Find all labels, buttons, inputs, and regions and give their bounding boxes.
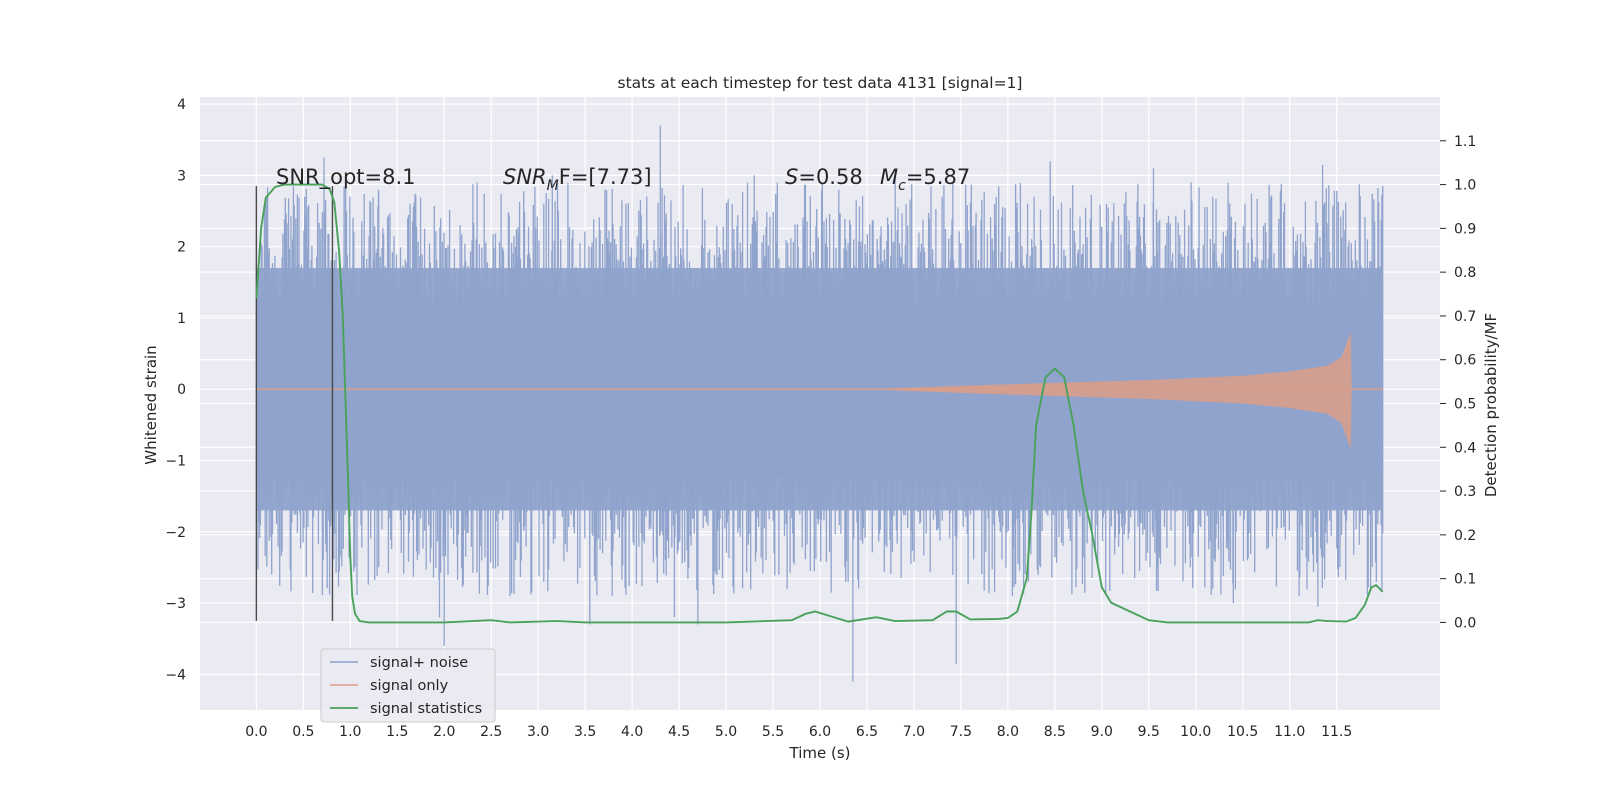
y-right-axis-ticks: 1.1 1.0 0.9 0.8 0.7 0.6 0.5 0.4 0.3 0.2 0.1 0.0 bbox=[1440, 134, 1476, 631]
y-right-tick-label: 0.1 bbox=[1454, 572, 1476, 588]
y-left-tick-label: 3 bbox=[177, 168, 186, 184]
x-tick-label: 1.5 bbox=[386, 724, 408, 740]
y-right-tick-label: 1.0 bbox=[1454, 178, 1476, 194]
signal-only-series bbox=[256, 332, 1383, 450]
y-left-tick-label: −1 bbox=[165, 454, 186, 470]
y-left-tick-label: −2 bbox=[165, 525, 186, 541]
x-tick-label: 10.5 bbox=[1227, 724, 1258, 740]
annotation-mc-sub: c bbox=[898, 178, 906, 194]
y-left-tick-label: −3 bbox=[165, 596, 186, 612]
x-tick-label: 8.5 bbox=[1044, 724, 1066, 740]
annotation-snr-mf-rest: F=[7.73] bbox=[559, 165, 652, 189]
x-tick-label: 10.0 bbox=[1180, 724, 1211, 740]
legend-label-stats: signal statistics bbox=[370, 701, 482, 717]
y-right-tick-label: 0.0 bbox=[1454, 615, 1476, 631]
x-tick-label: 5.5 bbox=[762, 724, 784, 740]
annotation-mc: Mc=5.87 bbox=[880, 165, 970, 194]
signal-statistics-series bbox=[255, 183, 1384, 624]
annotation-s-label: S bbox=[785, 165, 798, 189]
y-left-tick-label: 1 bbox=[177, 311, 186, 327]
annotation-snr-mf-sub: M bbox=[547, 178, 559, 194]
annotation-mc-value: =5.87 bbox=[906, 165, 970, 189]
x-tick-label: 2.5 bbox=[480, 724, 502, 740]
vertical-markers bbox=[255, 186, 334, 621]
y-right-tick-label: 0.3 bbox=[1454, 484, 1476, 500]
chart-title: stats at each timestep for test data 413… bbox=[618, 74, 1023, 92]
y-left-axis-ticks: 4 3 2 1 0 −1 −2 −3 −4 bbox=[165, 97, 186, 683]
x-tick-label: 7.5 bbox=[950, 724, 972, 740]
x-tick-label: 8.0 bbox=[997, 724, 1019, 740]
x-tick-label: 3.0 bbox=[527, 724, 549, 740]
x-tick-label: 11.5 bbox=[1321, 724, 1352, 740]
x-tick-label: 6.0 bbox=[809, 724, 831, 740]
y-right-tick-label: 0.8 bbox=[1454, 265, 1476, 281]
annotation-s: S=0.58 bbox=[785, 165, 863, 189]
y-right-tick-label: 0.2 bbox=[1454, 528, 1476, 544]
y-right-tick-label: 0.9 bbox=[1454, 221, 1476, 237]
y-left-tick-label: 0 bbox=[177, 382, 186, 398]
x-axis-label: Time (s) bbox=[789, 744, 851, 762]
x-tick-label: 1.0 bbox=[339, 724, 361, 740]
x-tick-label: 11.0 bbox=[1274, 724, 1305, 740]
y-right-tick-label: 0.7 bbox=[1454, 309, 1476, 325]
y-right-axis-label: Detection probability/MF bbox=[1482, 313, 1500, 497]
x-tick-label: 0.0 bbox=[245, 724, 267, 740]
y-right-tick-label: 0.4 bbox=[1454, 440, 1476, 456]
legend-label-noise: signal+ noise bbox=[370, 655, 468, 671]
annotation-snr-opt: SNR_opt=8.1 bbox=[276, 165, 416, 190]
x-tick-label: 5.0 bbox=[715, 724, 737, 740]
x-tick-label: 9.0 bbox=[1091, 724, 1113, 740]
annotation-snr-mf-base: SNR bbox=[503, 165, 547, 189]
y-left-tick-label: −4 bbox=[165, 667, 186, 683]
signal-envelope bbox=[256, 332, 1383, 450]
legend-box bbox=[320, 648, 496, 723]
x-tick-label: 4.5 bbox=[668, 724, 690, 740]
y-right-tick-label: 0.5 bbox=[1454, 397, 1476, 413]
x-tick-label: 3.5 bbox=[574, 724, 596, 740]
y-left-axis-label: Whitened strain bbox=[142, 345, 160, 464]
legend-label-signal: signal only bbox=[370, 678, 449, 694]
annotation-snr-mf: SNRMF=[7.73] bbox=[503, 165, 652, 194]
x-axis-ticks: 0.0 0.5 1.0 1.5 2.0 2.5 3.0 3.5 4.0 4.5 5.0 5.5 6.0 6… bbox=[245, 724, 1352, 740]
y-left-tick-label: 4 bbox=[177, 97, 186, 113]
annotation-s-value: =0.58 bbox=[798, 165, 862, 189]
x-tick-label: 0.5 bbox=[292, 724, 314, 740]
x-tick-label: 2.0 bbox=[433, 724, 455, 740]
y-right-tick-label: 1.1 bbox=[1454, 134, 1476, 150]
statistics-line bbox=[255, 183, 1384, 624]
x-tick-label: 7.0 bbox=[903, 724, 925, 740]
y-right-tick-label: 0.6 bbox=[1454, 353, 1476, 369]
x-tick-label: 4.0 bbox=[621, 724, 643, 740]
annotation-mc-label: M bbox=[880, 165, 898, 189]
legend: signal+ noise signal only signal statist… bbox=[320, 648, 496, 723]
x-tick-label: 6.5 bbox=[856, 724, 878, 740]
x-tick-label: 9.5 bbox=[1138, 724, 1160, 740]
y-left-tick-label: 2 bbox=[177, 240, 186, 256]
